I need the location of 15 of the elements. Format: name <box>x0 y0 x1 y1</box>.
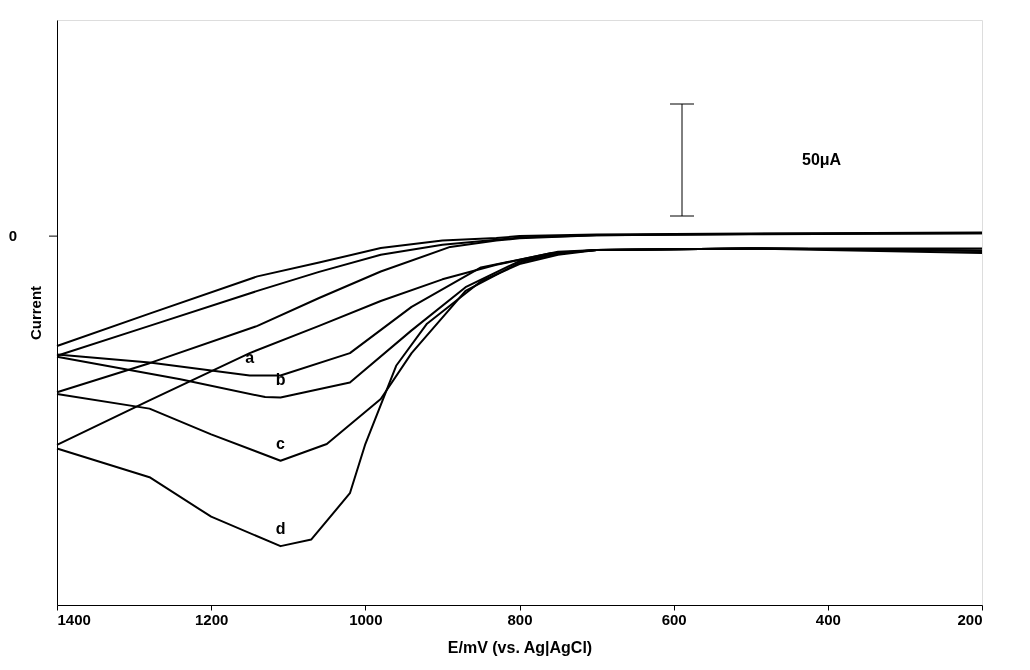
x-tick-label: 1200 <box>194 610 229 628</box>
text: 0 <box>8 227 17 245</box>
annotation: d <box>275 520 286 538</box>
annotation: c <box>276 434 286 452</box>
text: 50μA <box>802 151 842 168</box>
x-tick-label: 1400 <box>57 610 91 628</box>
x-tick-label: 400 <box>815 610 841 628</box>
annotation: b <box>275 371 286 389</box>
x-tick-label: 1000 <box>349 610 383 628</box>
x-tick-label: 200 <box>957 610 983 628</box>
annotation: a <box>245 349 255 367</box>
x-axis-title: E/mV (vs. Ag|AgCl) <box>447 638 593 656</box>
y-axis-title: Current <box>26 285 44 341</box>
x-tick-label: 800 <box>507 610 533 628</box>
x-tick-label: 600 <box>661 610 687 628</box>
